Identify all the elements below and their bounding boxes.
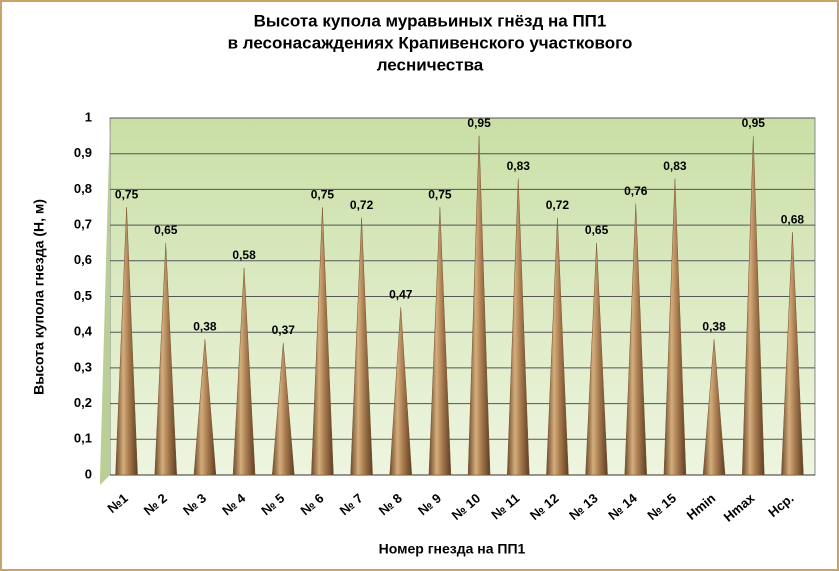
y-tick-label: 0,3 (74, 359, 92, 374)
value-label: 0,75 (115, 187, 139, 201)
value-label: 0,95 (742, 116, 766, 130)
value-label: 0,72 (546, 198, 570, 212)
x-axis-title: Номер гнезда на ПП1 (379, 541, 526, 557)
y-tick-label: 0,9 (74, 145, 92, 160)
value-label: 0,58 (232, 248, 256, 262)
y-tick-label: 1 (85, 109, 92, 124)
value-label: 0,65 (585, 223, 609, 237)
y-tick-label: 0,7 (74, 217, 92, 232)
value-label: 0,83 (663, 159, 687, 173)
y-tick-label: 0,5 (74, 288, 92, 303)
y-tick-label: 0,6 (74, 252, 92, 267)
value-label: 0,38 (702, 320, 726, 334)
value-label: 0,83 (507, 159, 531, 173)
chart: Высота купола муравьиных гнёзд на ПП1 в … (0, 0, 839, 571)
value-label: 0,65 (154, 223, 178, 237)
y-tick-label: 0,4 (74, 324, 93, 339)
value-label: 0,95 (467, 116, 491, 130)
chart-title: Высота купола муравьиных гнёзд на ПП1 (254, 11, 607, 30)
y-tick-label: 0,8 (74, 181, 92, 196)
value-label: 0,72 (350, 198, 374, 212)
value-label: 0,38 (193, 320, 217, 334)
value-label: 0,75 (428, 187, 452, 201)
y-tick-label: 0,1 (74, 431, 92, 446)
chart-title: в лесонасаждениях Крапивенского участков… (228, 33, 633, 52)
value-label: 0,76 (624, 184, 648, 198)
value-label: 0,37 (272, 323, 296, 337)
y-tick-label: 0,2 (74, 395, 92, 410)
y-tick-label: 0 (85, 466, 92, 481)
y-axis-title: Высота купола гнезда (Н, м) (31, 199, 47, 395)
value-label: 0,47 (389, 287, 413, 301)
value-label: 0,68 (781, 212, 805, 226)
value-label: 0,75 (311, 187, 335, 201)
chart-title: лесничества (377, 55, 484, 74)
